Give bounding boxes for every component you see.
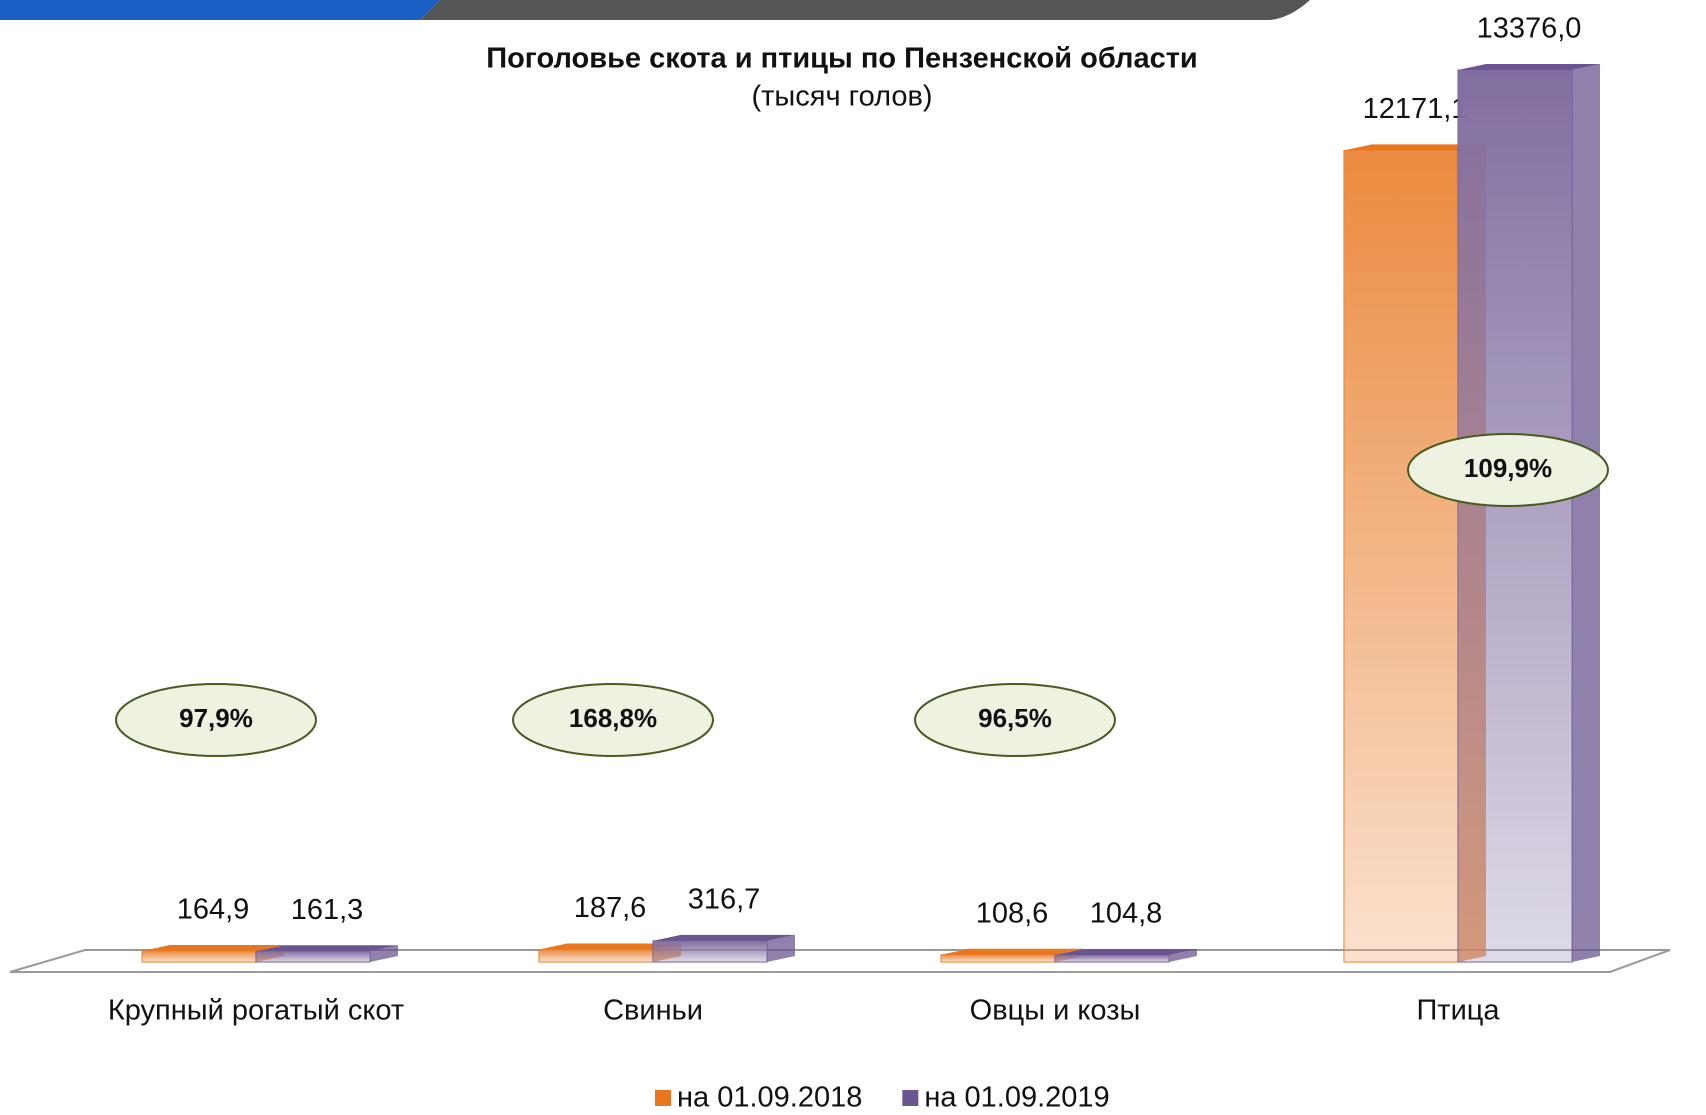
bar-side <box>1169 949 1197 962</box>
x-tick-label: Птица <box>1416 995 1500 1027</box>
bar-base <box>1458 70 1572 962</box>
bar-base <box>941 954 1055 962</box>
value-label: 12171,1 <box>1363 93 1468 125</box>
bar-base <box>256 951 370 962</box>
bar <box>1457 69 1573 963</box>
bar <box>255 950 371 963</box>
bar <box>1054 954 1170 963</box>
ratio-badge <box>914 683 1116 757</box>
bar-top <box>142 945 284 952</box>
x-tick-label: Крупный рогатый скот <box>108 995 404 1027</box>
value-label: 13376,0 <box>1477 13 1582 45</box>
ratio-badge <box>1407 433 1609 507</box>
floor <box>9 949 1671 973</box>
bar-base <box>142 951 256 962</box>
chart-title: Поголовье скота и птицы по Пензенской об… <box>486 43 1198 75</box>
bar-top <box>653 934 795 941</box>
header-line <box>420 0 1310 20</box>
value-label: 161,3 <box>291 894 364 926</box>
x-tick-label: Свиньи <box>603 995 703 1027</box>
bar-top <box>1458 64 1600 70</box>
legend-swatch <box>655 1090 671 1106</box>
legend-swatch <box>902 1090 919 1106</box>
bar-top <box>1344 144 1486 151</box>
value-label: 108,6 <box>976 897 1049 929</box>
value-label: 187,6 <box>574 892 647 924</box>
ratio-badge <box>115 683 317 757</box>
legend-label: на 01.09.2018 <box>677 1082 862 1114</box>
bar-side <box>767 934 795 962</box>
bar-base <box>1055 955 1169 962</box>
bar-base <box>539 949 653 962</box>
bar-top <box>941 948 1083 955</box>
bar-top <box>256 945 398 952</box>
bar <box>652 940 768 963</box>
bar-side <box>1572 64 1600 962</box>
bar-top <box>1055 949 1197 956</box>
header-band <box>0 0 440 20</box>
ratio-label: 97,9% <box>179 703 253 733</box>
ratio-label: 109,9% <box>1464 453 1552 483</box>
ratio-label: 96,5% <box>978 703 1052 733</box>
value-label: 316,7 <box>688 884 761 916</box>
value-label: 164,9 <box>177 894 250 926</box>
x-tick-label: Овцы и козы <box>970 995 1141 1027</box>
legend-label: на 01.09.2019 <box>924 1082 1109 1114</box>
ratio-badge <box>512 683 714 757</box>
bar-side <box>370 945 398 962</box>
ratio-label: 168,8% <box>569 703 657 733</box>
bar <box>1343 149 1459 963</box>
chart-subtitle: (тысяч голов) <box>751 81 932 113</box>
bar-base <box>1344 150 1458 962</box>
bar-base <box>653 940 767 962</box>
value-label: 104,8 <box>1090 898 1163 930</box>
bar-top <box>539 943 681 950</box>
